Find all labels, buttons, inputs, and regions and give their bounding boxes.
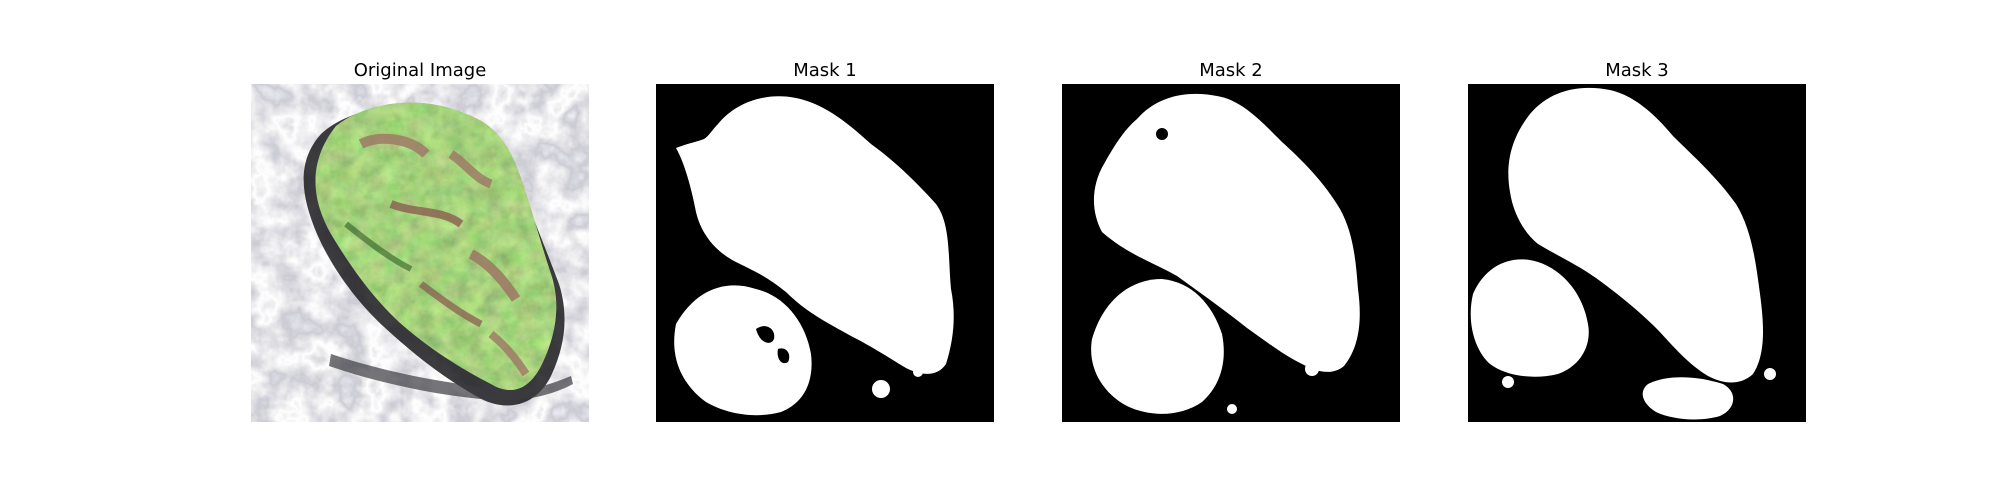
mask-1-title: Mask 1: [793, 60, 857, 81]
original-image-title: Original Image: [353, 60, 487, 81]
mask-3-panel: Mask 3: [1468, 58, 1806, 422]
mask-2-image: [1062, 84, 1400, 422]
mask-2-panel: Mask 2: [1062, 58, 1400, 422]
original-image-panel: Original Image: [251, 58, 589, 422]
mask-1-panel: Mask 1: [656, 58, 994, 422]
mask-1-image: [656, 84, 994, 422]
mask-3-region-bottom: [1642, 377, 1734, 420]
mask-2-region-lower: [1091, 279, 1224, 414]
mask-3-region-left: [1470, 259, 1589, 377]
mask-1-region-lower: [674, 285, 812, 416]
mask-3-image: [1468, 84, 1806, 422]
original-image: [251, 84, 589, 422]
mask-3-region-main: [1508, 87, 1764, 383]
mask-2-region-main: [1093, 93, 1360, 372]
mask-1-region-main: [676, 96, 954, 374]
mask-2-title: Mask 2: [1199, 60, 1263, 81]
mask-3-title: Mask 3: [1605, 60, 1669, 81]
